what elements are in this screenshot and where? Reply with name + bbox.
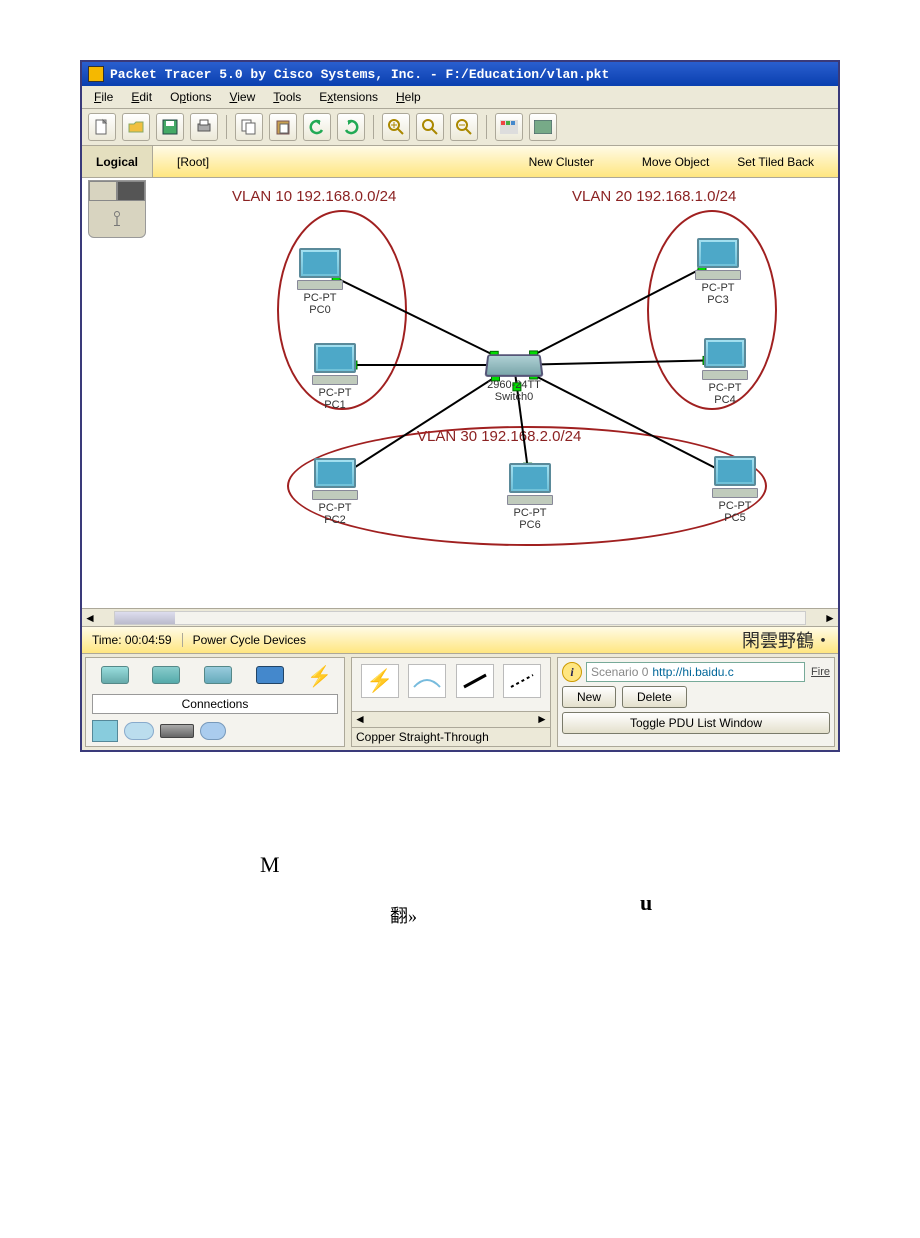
- auto-connection-icon[interactable]: ⚡: [361, 664, 399, 698]
- end-device-icon[interactable]: [92, 720, 118, 742]
- scenario-select[interactable]: Scenario 0 http://hi.baidu.c: [586, 662, 805, 682]
- logical-tab[interactable]: Logical: [82, 146, 153, 177]
- multiuser-icon[interactable]: [200, 722, 226, 740]
- zoom-reset-button[interactable]: [416, 113, 444, 141]
- palette-button[interactable]: [495, 113, 523, 141]
- menubar: File Edit Options View Tools Extensions …: [82, 86, 838, 109]
- watermark-text: 閑雲野鶴・: [736, 627, 838, 653]
- pc-device[interactable]: PC-PTPC2: [307, 458, 363, 526]
- menu-help[interactable]: Help: [388, 88, 429, 106]
- copper-cross-icon[interactable]: [503, 664, 541, 698]
- menu-tools[interactable]: Tools: [265, 88, 309, 106]
- console-cable-icon[interactable]: [408, 664, 446, 698]
- menu-options[interactable]: Options: [162, 88, 219, 106]
- window-title: Packet Tracer 5.0 by Cisco Systems, Inc.…: [110, 67, 609, 82]
- open-button[interactable]: [122, 113, 150, 141]
- app-icon: [88, 66, 104, 82]
- connection-types: ⚡ ◄► Copper Straight-Through: [351, 657, 551, 747]
- move-object-button[interactable]: Move Object: [618, 155, 733, 169]
- switch-device[interactable]: 2960-24TTSwitch0: [482, 353, 546, 403]
- info-icon[interactable]: i: [562, 662, 582, 682]
- router-category-icon[interactable]: [101, 666, 129, 684]
- cloud-icon[interactable]: [124, 722, 154, 740]
- new-scenario-button[interactable]: New: [562, 686, 616, 708]
- pc-device[interactable]: PC-PTPC0: [292, 248, 348, 316]
- zoom-in-button[interactable]: [382, 113, 410, 141]
- redo-button[interactable]: [337, 113, 365, 141]
- workspace-scrollbar[interactable]: ◄ ►: [82, 608, 838, 626]
- pc-device[interactable]: PC-PTPC1: [307, 343, 363, 411]
- zoom-out-button[interactable]: [450, 113, 478, 141]
- device-palette: ⚡ Connections: [85, 657, 345, 747]
- fire-label: Fire: [811, 666, 830, 678]
- connections-label: Connections: [92, 694, 338, 714]
- switch-category-icon[interactable]: [152, 666, 180, 684]
- menu-view[interactable]: View: [221, 88, 263, 106]
- set-tiled-button[interactable]: Set Tiled Back: [733, 155, 838, 169]
- print-button[interactable]: [190, 113, 218, 141]
- save-button[interactable]: [156, 113, 184, 141]
- app-window: Packet Tracer 5.0 by Cisco Systems, Inc.…: [80, 60, 840, 752]
- delete-scenario-button[interactable]: Delete: [622, 686, 687, 708]
- titlebar: Packet Tracer 5.0 by Cisco Systems, Inc.…: [82, 62, 838, 86]
- hub-category-icon[interactable]: [204, 666, 232, 684]
- pc-device[interactable]: PC-PTPC6: [502, 463, 558, 531]
- connection-type-label: Copper Straight-Through: [352, 727, 550, 746]
- nav-root[interactable]: [Root]: [153, 155, 233, 169]
- workspace[interactable]: VLAN 10 192.168.0.0/24VLAN 20 192.168.1.…: [82, 178, 838, 608]
- pc-device[interactable]: PC-PTPC3: [690, 238, 746, 306]
- stray-text: M 翻» u: [220, 852, 900, 972]
- status-bar: Time: 00:04:59 Power Cycle Devices 閑雲野鶴・: [82, 626, 838, 654]
- navbar: Logical [Root] New Cluster Move Object S…: [82, 146, 838, 178]
- custom-button[interactable]: [529, 113, 557, 141]
- menu-edit[interactable]: Edit: [123, 88, 160, 106]
- power-cycle-button[interactable]: Power Cycle Devices: [183, 633, 736, 647]
- connections-category-icon[interactable]: ⚡: [307, 664, 329, 686]
- conn-scrollbar[interactable]: ◄►: [352, 711, 550, 727]
- wireless-category-icon[interactable]: [256, 666, 284, 684]
- sim-time: Time: 00:04:59: [82, 633, 183, 647]
- physical-logical-toggle[interactable]: ⟟: [88, 180, 146, 238]
- paste-button[interactable]: [269, 113, 297, 141]
- bottom-panel: ⚡ Connections ⚡ ◄► Copper Straight-Throu…: [82, 654, 838, 750]
- undo-button[interactable]: [303, 113, 331, 141]
- new-file-button[interactable]: [88, 113, 116, 141]
- scenario-panel: i Scenario 0 http://hi.baidu.c Fire New …: [557, 657, 835, 747]
- copy-button[interactable]: [235, 113, 263, 141]
- custom-device-icon[interactable]: [160, 724, 194, 738]
- pc-device[interactable]: PC-PTPC5: [707, 456, 763, 524]
- new-cluster-button[interactable]: New Cluster: [505, 155, 618, 169]
- toggle-pdu-button[interactable]: Toggle PDU List Window: [562, 712, 830, 734]
- menu-file[interactable]: File: [86, 88, 121, 106]
- copper-straight-icon[interactable]: [456, 664, 494, 698]
- pc-device[interactable]: PC-PTPC4: [697, 338, 753, 406]
- toolbar: [82, 109, 838, 146]
- menu-extensions[interactable]: Extensions: [311, 88, 386, 106]
